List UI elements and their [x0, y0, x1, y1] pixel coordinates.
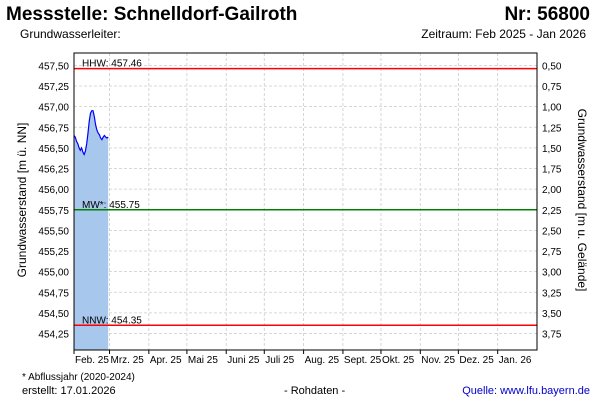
aquifer-label: Grundwasserleiter: — [20, 27, 121, 41]
hhw-label: HHW: 457.46 — [82, 59, 142, 70]
x-tick-label: Juli 25 — [265, 355, 294, 366]
y-axis-label-right: Grundwasserstand [m u. Gelände] — [575, 109, 589, 292]
raw-data-label: - Rohdaten - — [284, 385, 346, 397]
page-title: Messstelle: Schnelldorf-Gailroth — [6, 4, 298, 25]
x-tick-label: Feb. 25 — [75, 355, 109, 366]
y-tick-right: 3,00 — [542, 268, 562, 279]
y-axis-label-left: Grundwasserstand [m ü. NN] — [15, 123, 29, 278]
footnote: * Abflussjahr (2020-2024) — [22, 372, 135, 383]
plot-frame — [73, 52, 538, 351]
y-tick-right: 3,25 — [542, 288, 562, 299]
reference-lines: HHW: 457.46 MW*: 455.75 NNW: 454.35 — [74, 59, 537, 326]
y-tick-right: 3,75 — [542, 330, 562, 341]
x-tick-label: Jan. 26 — [499, 355, 532, 366]
period-label: Zeitraum: Feb 2025 - Jan 2026 — [421, 27, 586, 41]
water-level-area — [74, 110, 109, 350]
x-tick-label: Apr. 25 — [150, 355, 182, 366]
y-tick-right: 2,75 — [542, 247, 562, 258]
y-tick-left: 457,00 — [38, 103, 69, 114]
y-tick-left: 456,00 — [38, 185, 69, 196]
y-tick-left: 455,00 — [38, 268, 69, 279]
y-tick-right: 0,50 — [542, 61, 562, 72]
x-tick-label: Aug. 25 — [305, 355, 340, 366]
x-tick-label: Dez. 25 — [459, 355, 494, 366]
y-tick-left: 455,25 — [38, 247, 69, 258]
x-tick-label: Nov. 25 — [421, 355, 455, 366]
station-number: Nr: 56800 — [504, 4, 590, 25]
y-tick-left: 454,75 — [38, 288, 69, 299]
y-tick-left: 457,50 — [38, 61, 69, 72]
x-tick-label: Okt. 25 — [382, 355, 415, 366]
y-tick-right: 2,25 — [542, 206, 562, 217]
x-tick-label: Juni 25 — [227, 355, 260, 366]
created-date: erstellt: 17.01.2026 — [22, 385, 116, 397]
source-link[interactable]: Quelle: www.lfu.bayern.de — [462, 385, 590, 397]
water-level-line — [73, 110, 109, 156]
y-tick-left: 454,50 — [38, 309, 69, 320]
y-tick-right: 1,00 — [542, 103, 562, 114]
y-tick-left: 456,75 — [38, 123, 69, 134]
y-tick-right: 1,25 — [542, 123, 562, 134]
y-tick-left: 455,75 — [38, 206, 69, 217]
grid-layer — [74, 53, 537, 350]
y-tick-right: 1,50 — [542, 144, 562, 155]
y-tick-left: 456,50 — [38, 144, 69, 155]
x-tick-label: Sept. 25 — [344, 355, 382, 366]
y-tick-right: 0,75 — [542, 82, 562, 93]
mw-label: MW*: 455.75 — [82, 200, 140, 211]
x-tick-label: Mrz. 25 — [111, 355, 145, 366]
x-tick-label: Mai 25 — [188, 355, 218, 366]
y-tick-right: 2,50 — [542, 226, 562, 237]
axis-ticks: 457,50 0,50 457,25 0,75 457,00 1,00 456,75 1,25… — [38, 61, 561, 366]
y-tick-left: 454,25 — [38, 330, 69, 341]
y-tick-right: 3,50 — [542, 309, 562, 320]
y-tick-left: 455,50 — [38, 226, 69, 237]
nnw-label: NNW: 454.35 — [82, 315, 142, 326]
y-tick-right: 1,75 — [542, 165, 562, 176]
y-tick-left: 457,25 — [38, 82, 69, 93]
y-tick-left: 456,25 — [38, 165, 69, 176]
y-tick-right: 2,00 — [542, 185, 562, 196]
